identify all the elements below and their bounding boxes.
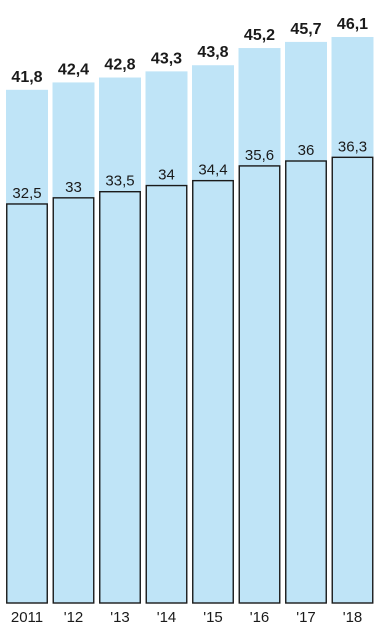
x-tick-label: '16 [250, 609, 270, 626]
x-axis-ticks-group: 2011 '12 '13 '14 '15 '16 '17 '18 [11, 609, 362, 626]
x-tick-label: '13 [110, 609, 130, 626]
bar-inner-0 [6, 203, 48, 604]
bar-inner-3 [145, 184, 188, 604]
inner-value-label: 36,3 [338, 138, 367, 155]
bar-inner-4 [192, 179, 234, 604]
x-tick-label: '18 [343, 609, 363, 626]
x-tick-label: 2011 [11, 609, 43, 626]
bar-inner-7 [331, 156, 374, 604]
total-value-label: 42,4 [58, 61, 89, 78]
total-value-label: 46,1 [337, 16, 368, 33]
x-tick-label: '12 [64, 609, 84, 626]
x-tick-label: '14 [157, 609, 177, 626]
total-value-label: 43,3 [151, 50, 182, 67]
inner-value-label: 32,5 [12, 185, 41, 202]
inner-value-label: 33,5 [105, 173, 134, 190]
total-value-label: 41,8 [11, 69, 42, 86]
total-value-label: 45,7 [290, 21, 321, 38]
total-labels-group: 41,8 42,4 42,8 43,3 43,8 45,2 45,7 46,1 [11, 16, 368, 86]
inner-value-label: 35,6 [245, 147, 274, 164]
x-tick-label: '17 [296, 609, 316, 626]
bar-inner-1 [52, 197, 95, 604]
inner-value-label: 34,4 [198, 162, 227, 179]
inner-value-label: 34 [158, 167, 175, 184]
inner-bars-group [6, 156, 374, 604]
inner-value-label: 36 [298, 142, 315, 159]
inner-labels-group: 32,5 33 33,5 34 34,4 35,6 36 36,3 [12, 138, 367, 202]
x-tick-label: '15 [203, 609, 223, 626]
bar-inner-5 [238, 165, 281, 604]
total-value-label: 42,8 [104, 57, 135, 74]
bar-inner-6 [285, 160, 327, 604]
bar-inner-2 [99, 190, 141, 604]
total-value-label: 45,2 [244, 27, 275, 44]
total-value-label: 43,8 [197, 44, 228, 61]
inner-value-label: 33 [65, 179, 82, 196]
